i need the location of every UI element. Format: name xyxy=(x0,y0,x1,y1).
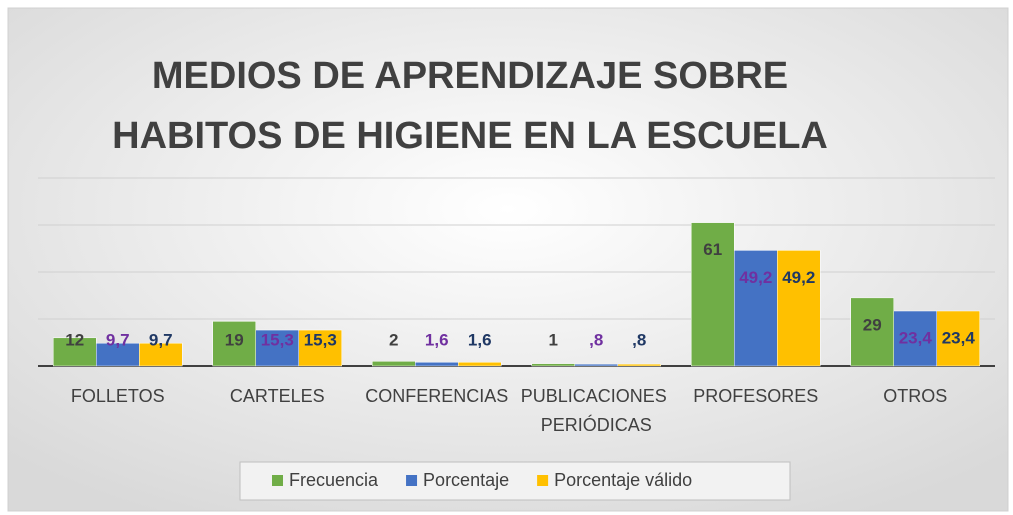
bar xyxy=(531,363,575,367)
bar xyxy=(212,321,256,367)
data-label: 9,7 xyxy=(149,330,173,349)
bar xyxy=(574,363,618,367)
x-tick-label: CARTELES xyxy=(230,386,325,406)
bar xyxy=(139,342,183,367)
data-label: 15,3 xyxy=(261,330,294,349)
data-label: 23,4 xyxy=(942,328,976,347)
data-label: 1,6 xyxy=(425,330,449,349)
data-label: 23,4 xyxy=(899,328,933,347)
data-label: 61 xyxy=(703,240,722,259)
x-tick-label: OTROS xyxy=(883,386,947,406)
data-label: 15,3 xyxy=(304,330,337,349)
bar xyxy=(893,310,937,367)
bar xyxy=(734,250,778,367)
data-label: 1 xyxy=(549,330,558,349)
bar xyxy=(691,222,735,367)
bar xyxy=(298,329,342,367)
chart-title: MEDIOS DE APRENDIZAJE SOBRE xyxy=(152,55,788,97)
data-label: 9,7 xyxy=(106,330,130,349)
data-label: 49,2 xyxy=(782,268,815,287)
x-tick-label: PROFESORES xyxy=(693,386,818,406)
bar xyxy=(53,337,97,367)
data-label: 19 xyxy=(225,330,244,349)
legend-swatch xyxy=(537,475,549,486)
data-label: 1,6 xyxy=(468,330,492,349)
legend-label: Porcentaje xyxy=(423,470,509,490)
data-label: ,8 xyxy=(589,330,603,349)
bar xyxy=(372,361,416,367)
legend-swatch xyxy=(272,475,283,486)
data-label: 49,2 xyxy=(739,268,772,287)
bar xyxy=(617,363,661,367)
bar xyxy=(850,297,894,367)
x-tick-label: CONFERENCIAS xyxy=(365,386,508,406)
bar xyxy=(255,329,299,367)
bar xyxy=(415,361,459,367)
legend-swatch xyxy=(406,475,418,486)
x-tick-label: FOLLETOS xyxy=(71,386,165,406)
chart-area xyxy=(7,7,1009,512)
bar xyxy=(458,361,502,367)
data-label: 29 xyxy=(863,315,882,334)
bar xyxy=(777,250,821,367)
bar xyxy=(936,310,980,367)
legend-label: Porcentaje válido xyxy=(554,470,692,490)
chart-title: HABITOS DE HIGIENE EN LA ESCUELA xyxy=(112,115,828,157)
data-label: 2 xyxy=(389,330,398,349)
x-tick-label: PUBLICACIONES PERIÓDICAS xyxy=(521,386,672,435)
data-label: 12 xyxy=(65,330,84,349)
data-label: ,8 xyxy=(632,330,646,349)
legend-label: Frecuencia xyxy=(289,470,379,490)
legend xyxy=(239,461,791,501)
